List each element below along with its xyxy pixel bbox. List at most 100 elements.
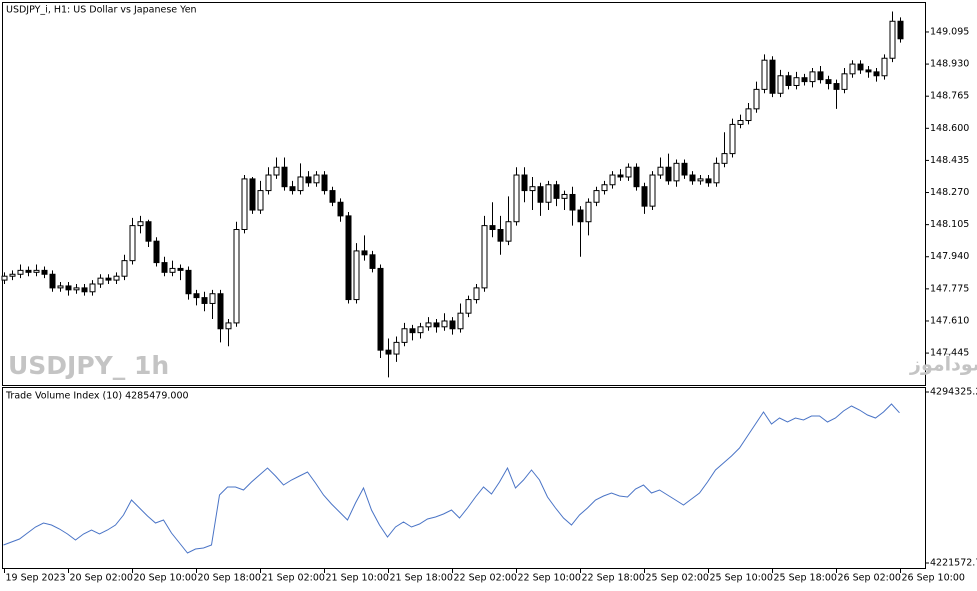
y-tick-label: 147.775 [930, 283, 969, 294]
candle-body [473, 287, 480, 301]
candle-body [145, 221, 152, 242]
candle-body [241, 178, 248, 231]
candle-body [369, 254, 376, 269]
candle-body [425, 322, 432, 328]
y-tick-label: 149.095 [930, 26, 969, 37]
candle-body [897, 20, 904, 40]
candle-body [873, 71, 880, 77]
candle-body [385, 349, 392, 355]
candle-body [569, 193, 576, 211]
indicator-line [3, 403, 900, 554]
candle-body [561, 193, 568, 199]
candle-body [673, 162, 680, 182]
candle-body [129, 225, 136, 262]
y-tick-label: 148.930 [930, 59, 969, 70]
candle-body [353, 250, 360, 301]
candle-body [449, 320, 456, 330]
candle-body [281, 166, 288, 188]
candle-body [9, 273, 16, 277]
x-tick-label: 21 Sep 02:00 [262, 573, 325, 584]
candle-body [201, 297, 208, 304]
y-tick-label: 148.270 [930, 187, 969, 198]
indicator-title: Trade Volume Index (10) 4285479.000 [5, 391, 189, 402]
candle-body [305, 176, 312, 184]
candle-body [641, 186, 648, 207]
candle-body [545, 184, 552, 203]
watermark-symbol: USDJPY_ 1h [8, 351, 169, 380]
candle-body [785, 75, 792, 86]
candle-body [481, 225, 488, 289]
candle-body [33, 269, 40, 273]
watermark-site: انتشار در سایت سودآموز [909, 352, 977, 376]
candle-body [809, 71, 816, 83]
candle-body [881, 57, 888, 77]
candle-body [793, 77, 800, 86]
candle-body [25, 269, 32, 273]
candle-body [217, 293, 224, 330]
price-panel-frame [2, 2, 926, 386]
candle-body [1, 275, 8, 281]
candle-body [313, 174, 320, 184]
x-tick-label: 26 Sep 02:00 [838, 573, 901, 584]
candle-body [249, 178, 256, 211]
candle-body [401, 328, 408, 343]
candle-body [513, 174, 520, 223]
candle-body [121, 260, 128, 277]
candle-body [625, 166, 632, 178]
candle-body [665, 166, 672, 182]
x-tick-label: 22 Sep 10:00 [518, 573, 581, 584]
x-tick-label: 22 Sep 18:00 [582, 573, 645, 584]
candle-body [745, 108, 752, 122]
candle-body [441, 320, 448, 328]
candle-body [417, 326, 424, 334]
y-tick-label: 147.445 [930, 348, 969, 359]
candle-body [729, 123, 736, 155]
candle-body [697, 178, 704, 182]
candle-body [321, 174, 328, 192]
candle-body [297, 176, 304, 192]
candle-body [73, 287, 80, 291]
candle-body [345, 215, 352, 301]
candle-body [737, 120, 744, 125]
y-tick-label: 148.765 [930, 91, 969, 102]
candle-body [273, 166, 280, 176]
candle-body [769, 59, 776, 94]
candle-body [41, 269, 48, 275]
candle-body [193, 293, 200, 299]
candle-body [689, 174, 696, 182]
x-tick-label: 19 Sep 2023 [6, 573, 66, 584]
candle-body [817, 71, 824, 81]
candle-body [177, 267, 184, 271]
candle-body [657, 166, 664, 176]
chart-title: USDJPY_i, H1: US Dollar vs Japanese Yen [6, 5, 197, 16]
candle-body [865, 69, 872, 73]
candle-body [153, 240, 160, 264]
candle-body [337, 201, 344, 217]
x-tick-label: 25 Sep 02:00 [646, 573, 709, 584]
x-tick-label: 20 Sep 18:00 [198, 573, 261, 584]
candle-body [721, 153, 728, 164]
candle-body [409, 328, 416, 334]
candle-body [761, 59, 768, 90]
candle-body [233, 229, 240, 324]
candle-body [705, 178, 712, 184]
candle-body [265, 174, 272, 192]
candle-body [393, 341, 400, 355]
candle-body [209, 293, 216, 304]
candle-body [521, 174, 528, 192]
y-tick-label: 148.105 [930, 219, 969, 230]
candle-body [57, 285, 64, 289]
candle-body [377, 267, 384, 351]
candle-body [329, 190, 336, 203]
x-tick-label: 21 Sep 10:00 [326, 573, 389, 584]
y-tick-label: 4294325.23 [930, 387, 977, 398]
candle-body [713, 162, 720, 184]
candle-body [617, 174, 624, 178]
candle-body [257, 190, 264, 211]
candle-body [225, 322, 232, 330]
x-tick-label: 25 Sep 18:00 [774, 573, 837, 584]
y-tick-label: 147.940 [930, 251, 969, 262]
candle-body [841, 73, 848, 90]
x-tick-label: 20 Sep 02:00 [70, 573, 133, 584]
